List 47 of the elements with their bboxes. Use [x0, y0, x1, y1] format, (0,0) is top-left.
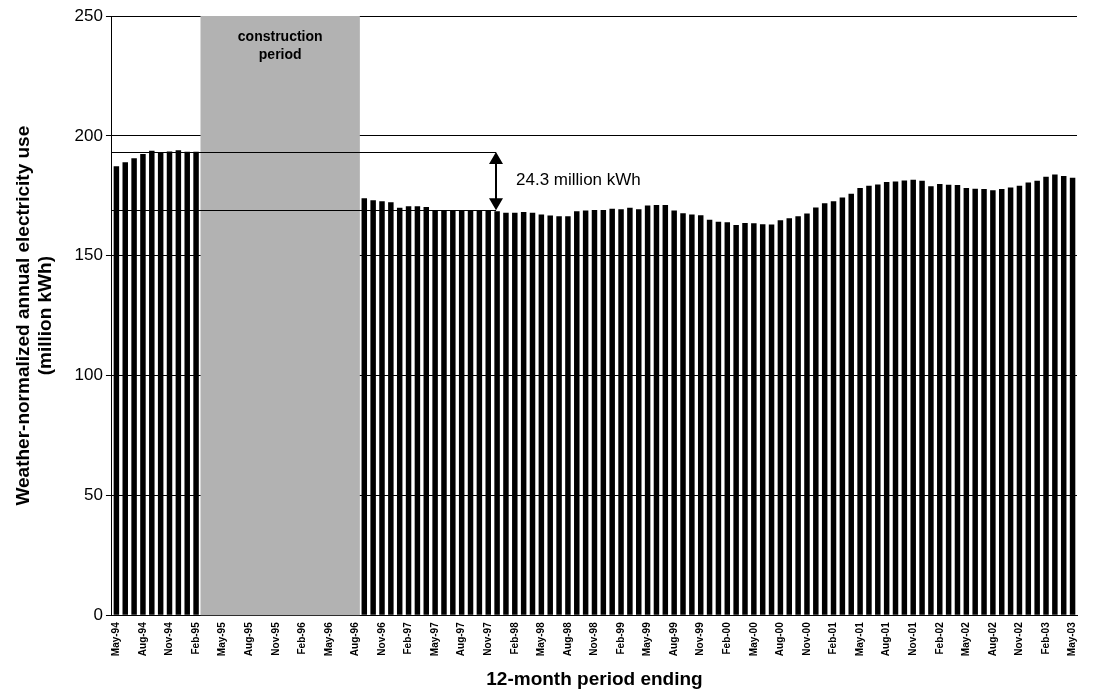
- y-tick-label: 100: [74, 365, 103, 385]
- x-tick-label: Aug-01: [880, 621, 892, 657]
- band-label: construction period: [237, 27, 323, 62]
- x-tick-label: Feb-01: [827, 621, 839, 655]
- x-tick-label: Aug-95: [242, 621, 254, 657]
- y-tick-label: 250: [74, 5, 103, 25]
- x-tick-label: Feb-99: [614, 621, 626, 655]
- x-tick-label: May-00: [747, 621, 759, 657]
- x-tick-label: Aug-99: [667, 621, 679, 657]
- x-tick-label: May-03: [1066, 621, 1078, 657]
- x-tick-label: May-02: [960, 621, 972, 657]
- x-tick-label: Nov-99: [694, 621, 706, 656]
- x-tick-label: Nov-95: [269, 621, 281, 656]
- x-tick-label: Nov-97: [481, 621, 493, 656]
- x-tick-label: May-94: [110, 621, 122, 657]
- x-tick-label: May-97: [428, 621, 440, 657]
- x-tick-label: Nov-94: [163, 621, 175, 656]
- y-tick-label: 50: [84, 485, 103, 505]
- x-tick-label: Feb-02: [933, 621, 945, 655]
- x-tick-label: May-98: [535, 621, 547, 657]
- x-tick-label: Feb-00: [721, 621, 733, 655]
- y-axis-title: Weather-normalized annual electricity use (million kWh): [11, 125, 56, 506]
- x-tick-label: May-01: [853, 621, 865, 657]
- x-tick-label: Aug-02: [986, 621, 998, 657]
- y-tick-label: 0: [93, 604, 103, 624]
- x-tick-label: May-99: [641, 621, 653, 657]
- x-tick-label: Feb-98: [508, 621, 520, 655]
- x-tick-label: Feb-03: [1039, 621, 1051, 655]
- x-tick-label: May-95: [216, 621, 228, 657]
- x-tick-label: Feb-97: [402, 621, 414, 655]
- x-tick-label: Nov-00: [800, 621, 812, 656]
- x-axis-title: 12-month period ending: [486, 667, 703, 689]
- x-tick-label: Aug-94: [136, 621, 148, 657]
- x-tick-label: Aug-96: [349, 621, 361, 657]
- x-tick-label: Aug-98: [561, 621, 573, 657]
- x-tick-label: Nov-98: [588, 621, 600, 656]
- x-tick-label: Nov-02: [1013, 621, 1025, 656]
- x-tick-label: Feb-95: [189, 621, 201, 655]
- x-tick-label: Feb-96: [296, 621, 308, 655]
- x-tick-label: Nov-96: [375, 621, 387, 656]
- x-tick-label: Nov-01: [906, 621, 918, 656]
- annotation: 24.3 million kWh: [516, 170, 641, 190]
- x-tick-label: May-96: [322, 621, 334, 657]
- y-tick-label: 200: [74, 125, 103, 145]
- y-tick-label: 150: [74, 245, 103, 265]
- x-tick-label: Aug-97: [455, 621, 467, 657]
- x-tick-label: Aug-00: [774, 621, 786, 657]
